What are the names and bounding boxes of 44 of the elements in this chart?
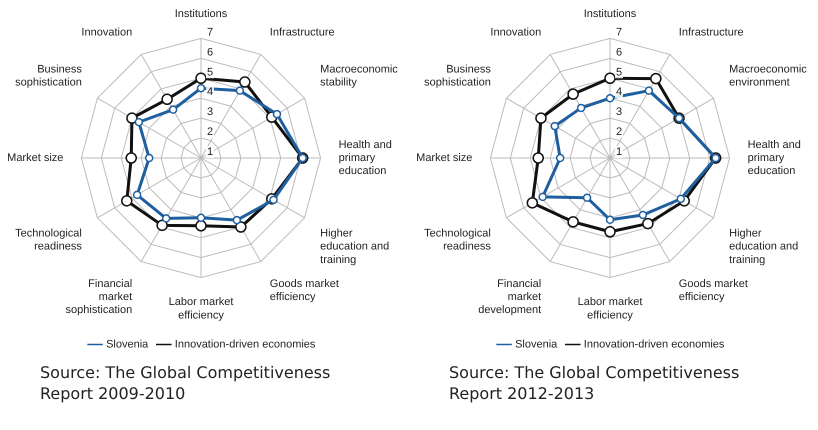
y-tick-label: 6: [616, 46, 622, 58]
y-tick-label: 1: [616, 146, 622, 158]
spoke-label: Innovation: [81, 26, 132, 38]
y-tick-label: 1: [206, 146, 214, 158]
source-note: Source: The Global Competitiveness Report 2009-2010: [40, 362, 332, 404]
source-note: Source: The Global Competitiveness Report 2012-2013: [449, 362, 740, 404]
spoke-label: Higher education and training: [320, 227, 390, 266]
spoke-label: Higher education and training: [729, 227, 798, 266]
spoke-label: Technological readiness: [424, 227, 492, 253]
legend-label: Innovation-driven economies: [584, 338, 725, 351]
legend-label: Innovation-driven economies: [174, 338, 316, 351]
y-tick-label: 4: [206, 86, 214, 98]
y-tick-label: 5: [616, 66, 622, 78]
spoke-label: Goods market efficiency: [678, 278, 748, 303]
spoke-label: Labor market efficiency: [168, 296, 234, 322]
spoke-label: Infrastructure: [678, 26, 744, 38]
y-tick-label: 3: [616, 106, 622, 118]
spoke-label: Health and primary education: [338, 138, 392, 178]
y-tick-label: 7: [616, 26, 622, 38]
spoke-label: Financial market development: [478, 278, 542, 316]
y-tick-label: 2: [206, 126, 214, 138]
spoke-label: Labor market efficiency: [578, 296, 642, 322]
spoke-label: Infrastructure: [270, 26, 335, 38]
spoke-label: Market size: [416, 152, 472, 164]
spoke-label: Technological readiness: [15, 227, 82, 253]
spoke-label: Market size: [7, 152, 64, 164]
spoke-label: Institutions: [584, 8, 637, 20]
spoke-label: Business sophistication: [424, 63, 492, 89]
spoke-label: Macroeconomic stability: [320, 63, 398, 89]
y-tick-label: 5: [206, 66, 214, 78]
y-tick-label: 6: [206, 46, 214, 58]
spoke-label: Institutions: [174, 8, 228, 20]
y-tick-label: 4: [616, 86, 622, 98]
spoke-label: Financial market sophistication: [66, 278, 132, 316]
y-tick-label: 7: [206, 26, 214, 38]
legend-label: Slovenia: [515, 338, 558, 351]
spoke-label: Macroeconomic environment: [729, 63, 808, 89]
spoke-label: Health and primary education: [748, 138, 801, 178]
y-tick-label: 3: [206, 106, 214, 118]
legend-label: Slovenia: [106, 338, 150, 351]
spoke-label: Goods market efficiency: [270, 278, 339, 303]
spoke-label: Innovation: [490, 26, 542, 38]
spoke-label: Business sophistication: [15, 63, 82, 89]
y-tick-label: 2: [616, 126, 622, 138]
